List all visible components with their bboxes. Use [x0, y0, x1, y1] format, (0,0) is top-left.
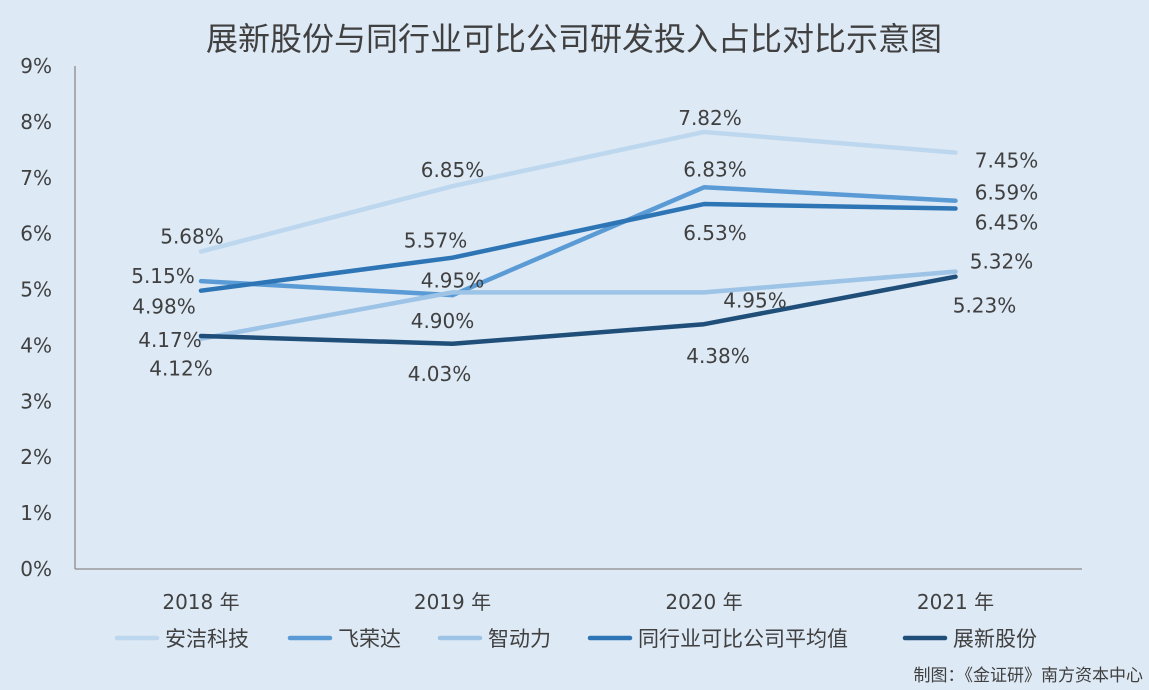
data-label: 6.85%	[421, 158, 485, 182]
y-tick-label: 4%	[20, 333, 52, 357]
data-label: 5.32%	[970, 250, 1034, 274]
y-tick-label: 8%	[20, 110, 52, 134]
data-label: 4.17%	[138, 328, 202, 352]
series-lines	[198, 129, 958, 347]
legend-label: 安洁科技	[165, 627, 249, 651]
data-label: 6.53%	[683, 221, 747, 245]
data-labels: 5.68% 6.85% 7.82% 7.45% 5.15% 4.90% 6.83% 6.59%…	[131, 106, 1038, 386]
x-tick-label: 2020 年	[665, 590, 742, 614]
series-line-4	[198, 201, 958, 293]
x-tick-label: 2018 年	[162, 590, 239, 614]
data-label: 5.23%	[953, 294, 1017, 318]
series-line-2	[198, 185, 958, 298]
data-label: 4.95%	[421, 268, 485, 292]
series-line-5	[198, 274, 958, 347]
data-label: 6.59%	[975, 181, 1039, 205]
series-line-1	[198, 129, 958, 254]
y-tick-label: 3%	[20, 389, 52, 413]
data-label: 4.90%	[411, 309, 475, 333]
data-label: 4.12%	[149, 357, 213, 381]
y-tick-label: 7%	[20, 166, 52, 190]
data-label: 5.57%	[404, 229, 468, 253]
y-tick-label: 9%	[20, 54, 52, 78]
y-tick-label: 1%	[20, 501, 52, 525]
data-label: 4.38%	[686, 344, 750, 368]
y-tick-label: 2%	[20, 445, 52, 469]
legend-item: 智动力	[437, 627, 551, 651]
legend-label: 同行业可比公司平均值	[638, 627, 848, 651]
data-label: 6.83%	[683, 157, 747, 181]
legend-item: 安洁科技	[114, 627, 249, 651]
chart-credit: 制图：《金证研》南方资本中心	[914, 666, 1144, 686]
data-label: 7.45%	[975, 149, 1039, 173]
legend-label: 飞荣达	[338, 627, 401, 651]
data-label: 7.82%	[678, 106, 742, 130]
data-label: 4.98%	[132, 295, 196, 319]
y-tick-label: 5%	[20, 278, 52, 302]
data-label: 4.95%	[723, 288, 787, 312]
legend-label: 展新股份	[953, 627, 1037, 651]
legend-item: 飞荣达	[287, 627, 401, 651]
data-label: 6.45%	[975, 211, 1039, 235]
x-tick-label: 2019 年	[414, 590, 491, 614]
data-label: 5.68%	[160, 225, 224, 249]
data-label: 5.15%	[131, 264, 195, 288]
chart-title: 展新股份与同行业可比公司研发投入占比对比示意图	[206, 20, 942, 58]
legend-label: 智动力	[488, 627, 551, 651]
y-tick-label: 6%	[20, 222, 52, 246]
data-label: 4.03%	[408, 362, 472, 386]
x-axis: 2018 年 2019 年 2020 年 2021 年	[75, 568, 1082, 614]
x-tick-label: 2021 年	[917, 590, 994, 614]
y-axis: 0% 1% 2% 3% 4% 5% 6% 7% 8% 9%	[20, 54, 76, 581]
legend-item: 展新股份	[902, 627, 1037, 651]
y-tick-label: 0%	[20, 557, 52, 581]
legend: 安洁科技 飞荣达 智动力 同行业可比公司平均值 展新股份	[114, 627, 1037, 651]
series-line-3	[198, 269, 958, 341]
legend-item: 同行业可比公司平均值	[587, 627, 848, 651]
